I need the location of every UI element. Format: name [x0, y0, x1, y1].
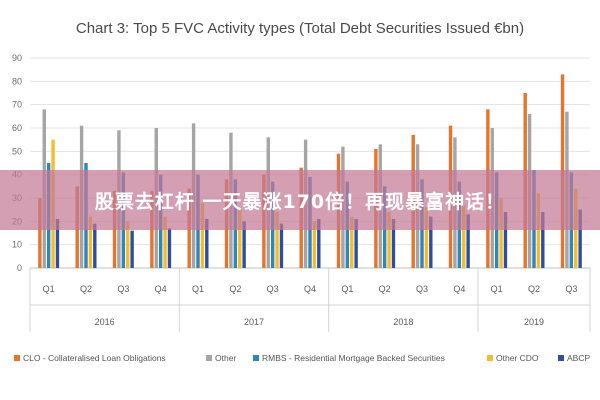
legend-label: Other: [215, 353, 236, 363]
bar: [167, 228, 172, 268]
year-label: 2019: [524, 317, 544, 327]
y-tick-label: 90: [12, 53, 22, 63]
bar: [205, 219, 209, 268]
bar: [350, 216, 354, 268]
x-tick-label: Q2: [379, 284, 391, 294]
legend-swatch: [253, 355, 259, 361]
x-tick-label: Q2: [229, 284, 241, 294]
legend-swatch: [558, 355, 564, 361]
bar: [93, 223, 97, 268]
year-label: 2018: [393, 317, 413, 327]
year-label: 2016: [95, 317, 115, 327]
x-tick-label: Q1: [43, 284, 55, 294]
bar: [462, 205, 466, 268]
bar: [279, 223, 284, 268]
bar: [238, 209, 242, 268]
bar: [536, 193, 541, 268]
y-tick-label: 80: [12, 76, 22, 86]
bar: [466, 214, 470, 268]
y-tick-label: 60: [12, 123, 22, 133]
legend-label: ABCP: [567, 353, 590, 363]
x-tick-label: Q3: [416, 284, 428, 294]
legend: CLO - Collateralised Loan Obligations Oth…: [14, 353, 590, 363]
bar: [499, 198, 503, 268]
legend-swatch: [14, 355, 20, 361]
legend-swatch: [206, 355, 212, 361]
x-tick-label: Q2: [80, 284, 92, 294]
bar: [354, 219, 358, 268]
bar: [312, 221, 317, 268]
bar: [317, 219, 321, 268]
x-tick-label: Q4: [304, 284, 316, 294]
bar: [503, 212, 508, 268]
x-tick-label: Q1: [341, 284, 353, 294]
x-axis: Q1 Q2 Q3 Q4 Q1 Q2 Q3 Q4 Q1 Q2 Q3 Q4 Q1 Q2 Q3 2016 2017 20…: [29, 268, 591, 332]
legend-label: CLO - Collateralised Loan Obligations: [23, 353, 166, 363]
y-tick-label: 50: [12, 146, 22, 156]
bar: [541, 212, 545, 268]
x-tick-label: Q2: [528, 284, 540, 294]
bar: [578, 209, 582, 268]
bar: [38, 198, 42, 268]
bar: [391, 219, 396, 268]
x-tick-label: Q1: [192, 284, 204, 294]
bar: [275, 212, 279, 268]
banner-text: 股票去杠杆 一天暴涨170倍！再现暴富神话！: [94, 190, 506, 213]
bar: [55, 219, 60, 268]
legend-label: Other CDO: [496, 353, 539, 363]
bar: [429, 216, 433, 268]
year-label: 2017: [244, 317, 264, 327]
x-tick-label: Q3: [117, 284, 129, 294]
x-tick-label: Q4: [155, 284, 167, 294]
x-tick-label: Q4: [453, 284, 465, 294]
x-tick-label: Q3: [267, 284, 279, 294]
bar: [126, 221, 130, 268]
bar: [387, 212, 391, 268]
bar: [163, 216, 167, 268]
chart-title: Chart 3: Top 5 FVC Activity types (Total…: [76, 20, 524, 37]
bar: [88, 216, 93, 268]
promo-banner[interactable]: 股票去杠杆 一天暴涨170倍！再现暴富神话！: [0, 170, 600, 230]
bar: [242, 221, 246, 268]
x-tick-label: Q1: [491, 284, 503, 294]
y-axis: 0102030405060708090: [12, 53, 22, 273]
legend-label: RMBS - Residential Mortgage Backed Secur…: [262, 353, 445, 363]
bar: [200, 202, 205, 268]
y-tick-label: 10: [12, 240, 22, 250]
y-tick-label: 0: [17, 263, 22, 273]
x-tick-label: Q3: [565, 284, 577, 294]
y-tick-label: 70: [12, 100, 22, 110]
legend-swatch: [487, 355, 493, 361]
bar: [424, 207, 429, 268]
bar: [130, 230, 134, 268]
